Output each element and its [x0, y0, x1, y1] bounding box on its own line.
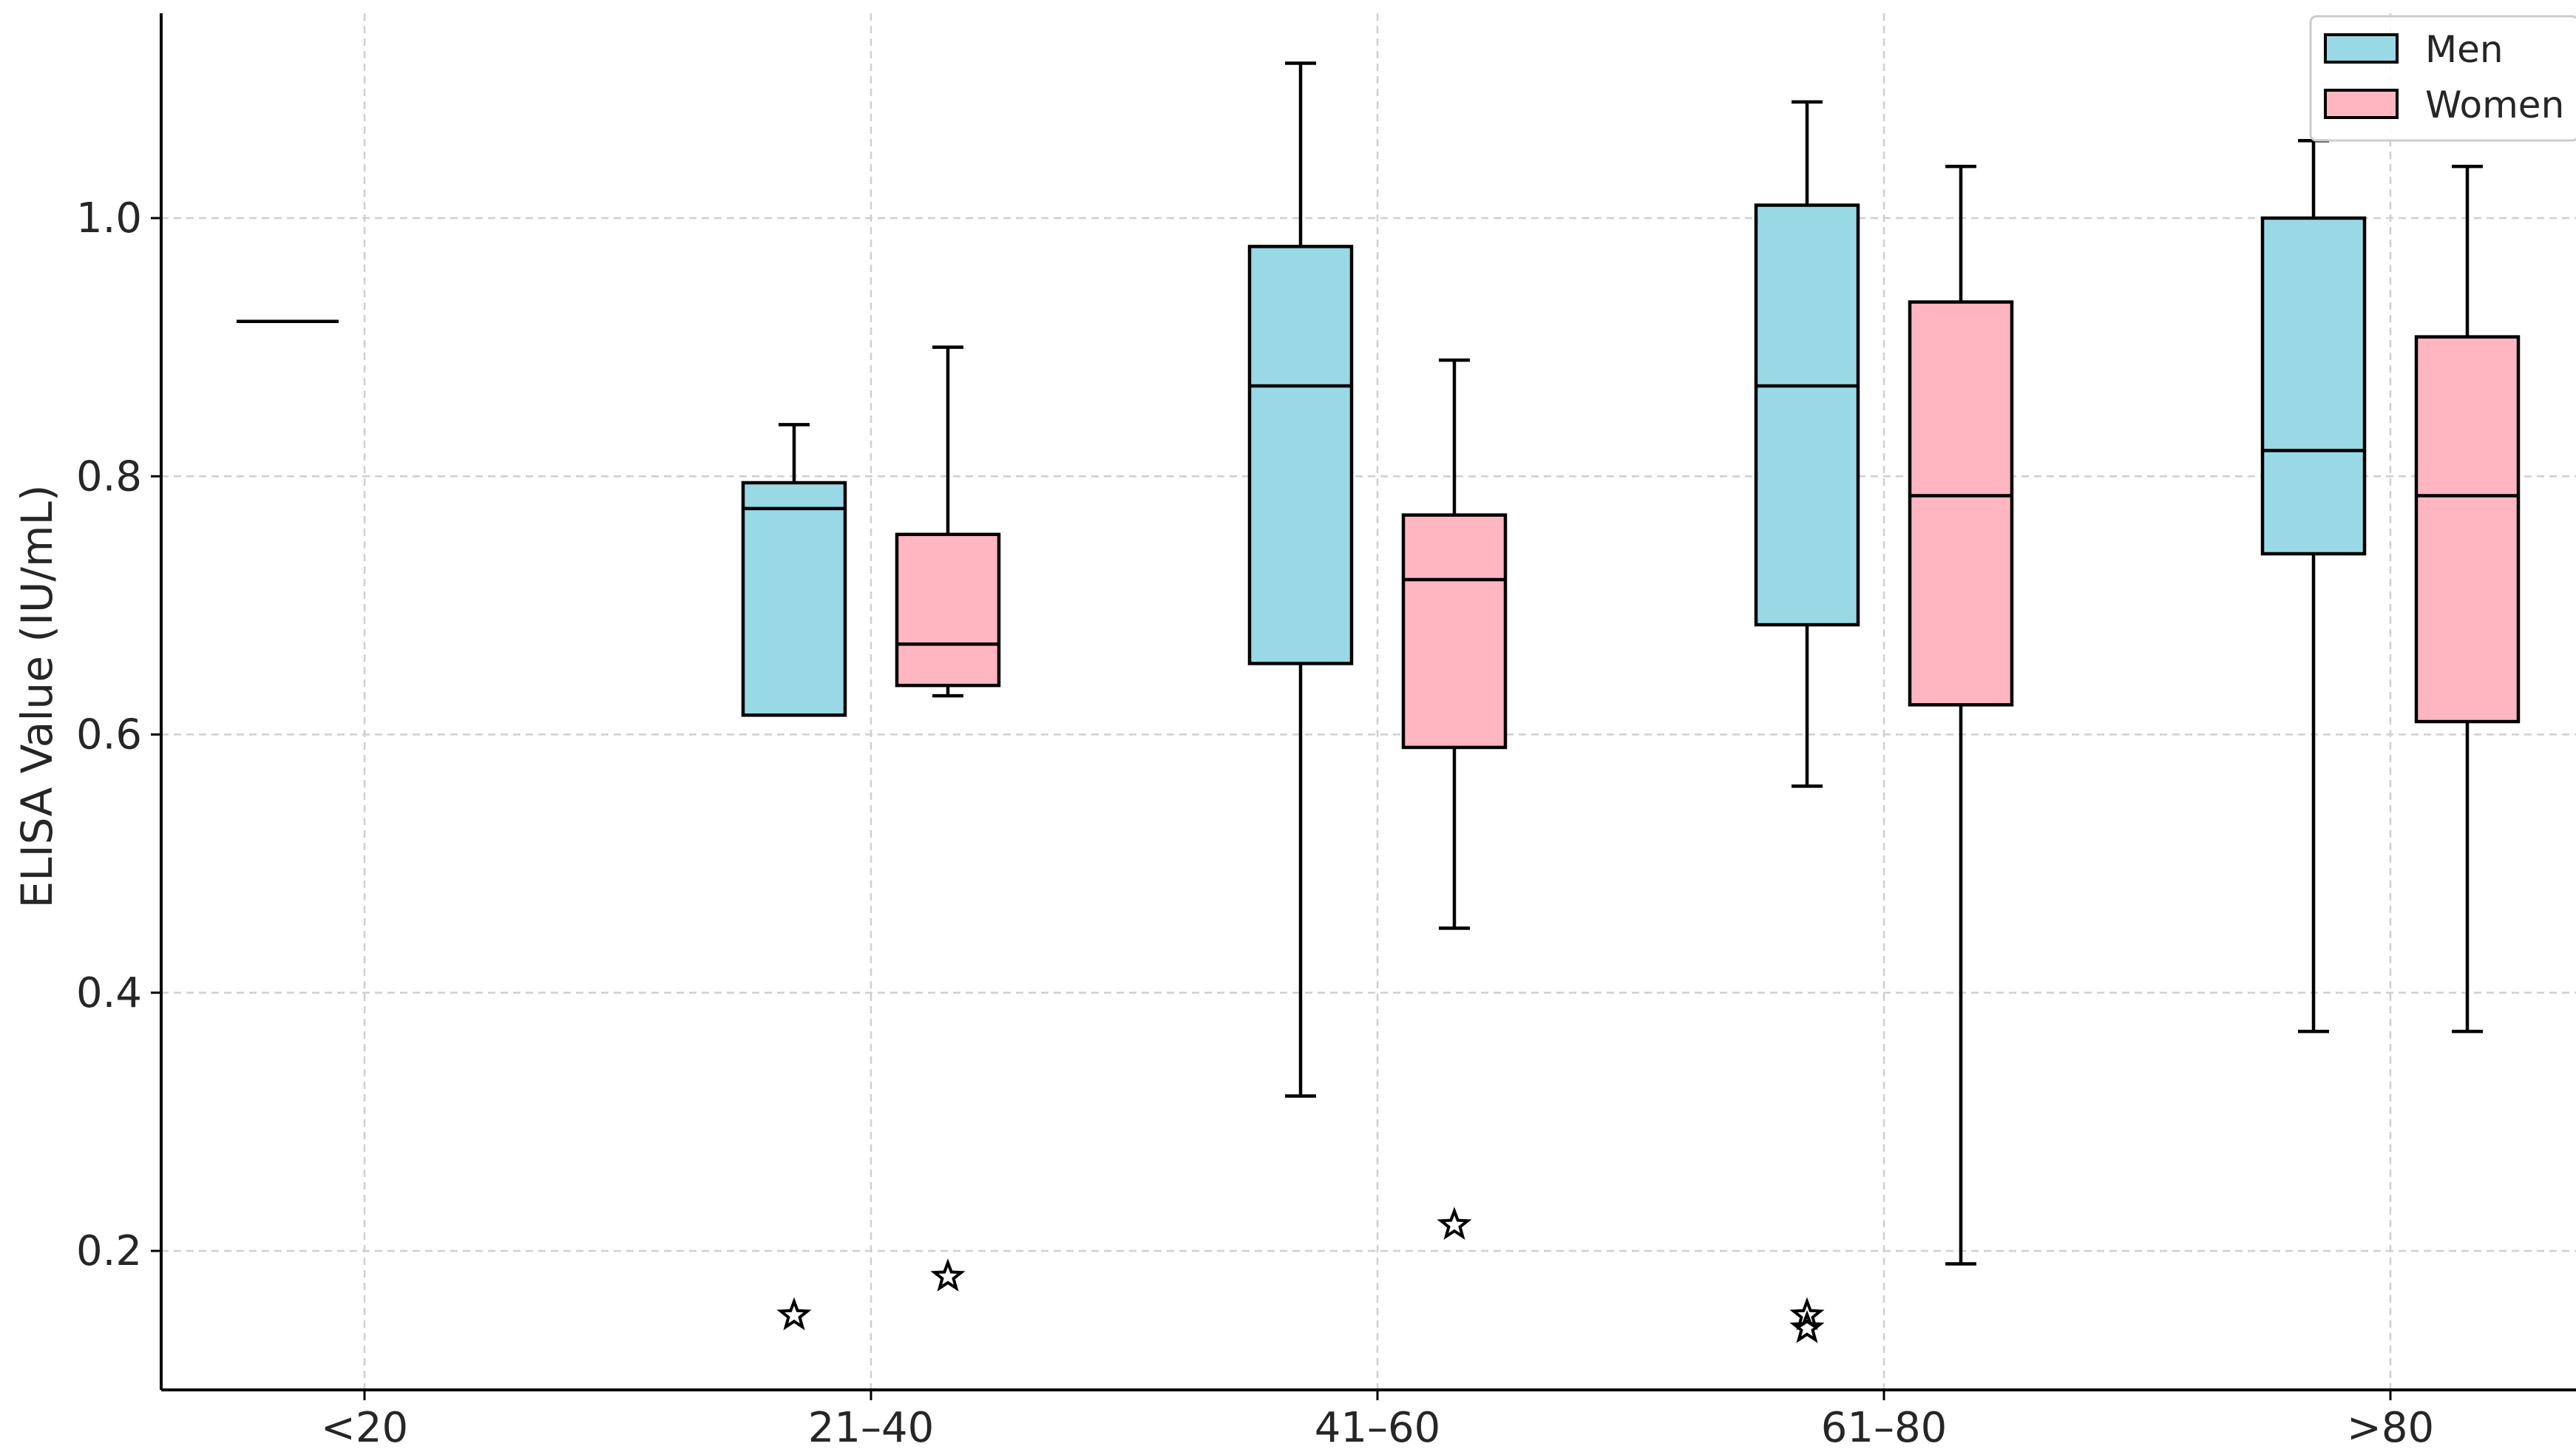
tick-layer: 0.2 0.4 0.6 0.8 1.0 <20 21–40 41–60 61–80 >80	[76, 194, 2434, 1452]
legend-swatch-men	[2324, 33, 2399, 64]
box-iqr	[741, 481, 847, 717]
x-tick-label: 41–60	[1315, 1404, 1441, 1452]
grid-layer	[161, 13, 2576, 1390]
y-axis-label: ELISA Value (IU/mL)	[12, 485, 62, 909]
box-iqr	[1908, 300, 2014, 707]
outlier-marker	[1789, 1297, 1825, 1331]
x-tick-label: 21–40	[808, 1404, 935, 1452]
legend-label-men: Men	[2425, 28, 2504, 71]
legend-swatch-women	[2324, 89, 2399, 119]
box-men	[1754, 100, 1860, 1343]
x-tick-label: 61–80	[1821, 1404, 1948, 1452]
box-iqr	[1401, 513, 1508, 750]
outlier-marker	[1789, 1310, 1825, 1343]
legend: Men Women	[2309, 15, 2576, 142]
outlier-marker	[1437, 1207, 1472, 1240]
y-tick-label: 0.4	[76, 969, 142, 1017]
y-tick-label: 1.0	[76, 194, 142, 242]
box-layer	[237, 61, 2521, 1343]
legend-label-women: Women	[2425, 84, 2564, 126]
box-men	[2260, 138, 2367, 1034]
x-tick-label: <20	[321, 1404, 408, 1452]
box-iqr	[2414, 335, 2521, 724]
box-men	[741, 423, 847, 1331]
outlier-marker	[776, 1297, 812, 1331]
box-iqr	[1754, 203, 1860, 627]
box-iqr	[895, 532, 1001, 688]
box-women	[1908, 164, 2014, 1266]
x-tick-label: >80	[2347, 1404, 2434, 1452]
y-tick-label: 0.6	[76, 711, 142, 759]
outlier-marker	[930, 1258, 966, 1292]
box-men	[1247, 61, 1354, 1098]
box-women	[1401, 358, 1508, 1240]
y-tick-label: 0.2	[76, 1227, 142, 1275]
axes-layer	[160, 13, 2576, 1391]
y-tick-label: 0.8	[76, 452, 142, 501]
box-women	[895, 345, 1001, 1292]
box-iqr	[1247, 245, 1354, 665]
box-iqr	[2260, 216, 2367, 556]
box-women	[2414, 164, 2521, 1034]
